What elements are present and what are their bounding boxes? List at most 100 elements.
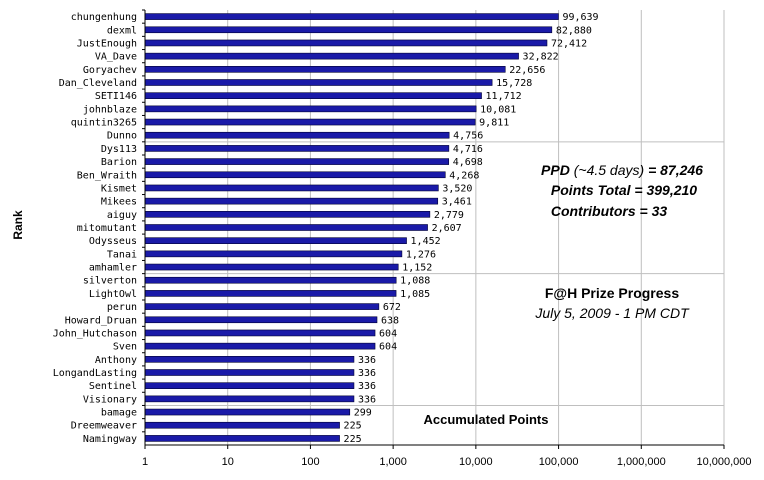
bar bbox=[144, 250, 403, 258]
category-label: Anthony bbox=[95, 355, 137, 366]
x-tick-labels: 1 10 100 1,000 10,000 100,000 1,000,000 10,000,… bbox=[142, 445, 752, 468]
bar bbox=[144, 263, 399, 271]
x-tick-label: 1,000 bbox=[379, 456, 407, 468]
category-label: dexml bbox=[107, 25, 137, 36]
bar bbox=[144, 184, 439, 192]
bar bbox=[144, 197, 439, 205]
category-label: Namingway bbox=[83, 434, 137, 445]
progress-date: July 5, 2009 - 1 PM CDT bbox=[534, 305, 690, 321]
category-label: LightOwl bbox=[89, 289, 137, 300]
value-label: 225 bbox=[344, 421, 362, 432]
bar bbox=[144, 342, 376, 350]
bar bbox=[144, 421, 340, 429]
bar bbox=[144, 158, 450, 165]
x-tick-label: 100 bbox=[301, 456, 319, 468]
category-label: Kismet bbox=[101, 183, 137, 194]
category-label: Dreemweaver bbox=[71, 421, 137, 432]
bar bbox=[144, 79, 493, 86]
bar bbox=[144, 382, 355, 389]
bar bbox=[144, 39, 548, 47]
bar bbox=[144, 66, 506, 73]
x-tick-label: 100,000 bbox=[539, 456, 579, 468]
category-label: Dunno bbox=[107, 131, 137, 142]
bar bbox=[144, 13, 559, 20]
category-label: bamage bbox=[101, 408, 137, 419]
y-axis-title: Rank bbox=[11, 210, 25, 240]
x-tick-label: 10 bbox=[222, 456, 234, 468]
value-label: 11,712 bbox=[486, 91, 522, 102]
category-label: Sentinel bbox=[89, 381, 137, 392]
value-label: 336 bbox=[358, 355, 376, 366]
x-tick-label: 10,000,000 bbox=[696, 456, 751, 468]
category-label: Ben_Wraith bbox=[77, 170, 137, 181]
value-label: 3,461 bbox=[442, 197, 472, 208]
bar bbox=[144, 395, 355, 403]
value-label: 9,811 bbox=[479, 118, 509, 129]
category-labels: chungenhung dexml JustEnough VA_Dave Goryach… bbox=[53, 9, 145, 445]
value-label: 638 bbox=[381, 315, 399, 326]
category-label: mitomutant bbox=[77, 223, 137, 234]
ppd-value: = 87,246 bbox=[648, 162, 703, 178]
value-label: 1,088 bbox=[400, 276, 430, 287]
value-label: 3,520 bbox=[442, 183, 472, 194]
value-label: 299 bbox=[354, 408, 372, 419]
value-label: 82,880 bbox=[556, 25, 592, 36]
value-label: 32,822 bbox=[523, 52, 559, 63]
bar bbox=[144, 131, 450, 139]
category-label: amhamler bbox=[89, 263, 137, 274]
bar bbox=[144, 290, 397, 297]
value-label: 4,268 bbox=[449, 170, 479, 181]
value-label: 4,698 bbox=[453, 157, 483, 168]
value-label: 1,452 bbox=[411, 236, 441, 247]
category-label: LongandLasting bbox=[53, 368, 137, 379]
category-label: Visionary bbox=[83, 394, 137, 405]
value-label: 1,276 bbox=[406, 249, 436, 260]
value-label: 1,152 bbox=[402, 263, 432, 274]
value-label: 99,639 bbox=[562, 12, 598, 23]
category-label: Sven bbox=[113, 342, 137, 353]
value-label: 4,756 bbox=[453, 131, 483, 142]
ppd-label: PPD bbox=[541, 162, 570, 178]
category-label: aiguy bbox=[107, 210, 137, 221]
value-label: 672 bbox=[383, 302, 401, 313]
ppd-period: (~4.5 days) bbox=[574, 162, 644, 178]
ppd-annotation: PPD (~4.5 days) = 87,246 bbox=[541, 162, 703, 178]
bar bbox=[144, 329, 376, 337]
category-label: silverton bbox=[83, 276, 137, 287]
x-tick-label: 1 bbox=[142, 456, 148, 468]
category-label: Goryachev bbox=[83, 65, 137, 76]
bar bbox=[144, 92, 482, 99]
category-label: Mikees bbox=[101, 197, 137, 208]
bar bbox=[144, 105, 477, 113]
value-label: 336 bbox=[358, 394, 376, 405]
bar bbox=[144, 316, 378, 324]
accumulated-points-annotation: Accumulated Points bbox=[424, 412, 549, 427]
category-label: Dan_Cleveland bbox=[59, 78, 137, 89]
x-tick-label: 1,000,000 bbox=[617, 456, 666, 468]
bar bbox=[144, 356, 355, 363]
bar bbox=[144, 276, 397, 284]
bar bbox=[144, 26, 553, 34]
category-label: Howard_Druan bbox=[65, 315, 137, 326]
category-label: Dys113 bbox=[101, 144, 137, 155]
category-label: VA_Dave bbox=[95, 52, 137, 63]
bar bbox=[144, 408, 351, 416]
bar bbox=[144, 211, 431, 218]
value-label: 2,607 bbox=[432, 223, 462, 234]
value-label: 604 bbox=[379, 342, 397, 353]
contributors-annotation: Contributors = 33 bbox=[551, 203, 668, 219]
category-label: Barion bbox=[101, 157, 137, 168]
category-label: quintin3265 bbox=[71, 118, 137, 129]
category-label: Tanai bbox=[107, 249, 137, 260]
value-label: 2,779 bbox=[434, 210, 464, 221]
value-label: 15,728 bbox=[496, 78, 532, 89]
category-label: JustEnough bbox=[77, 38, 137, 49]
bar bbox=[144, 118, 476, 126]
category-label: John_Hutchason bbox=[53, 328, 137, 339]
bar bbox=[144, 171, 446, 179]
bar bbox=[144, 52, 519, 60]
value-label: 10,081 bbox=[480, 104, 516, 115]
value-label: 336 bbox=[358, 381, 376, 392]
bar bbox=[144, 369, 355, 376]
